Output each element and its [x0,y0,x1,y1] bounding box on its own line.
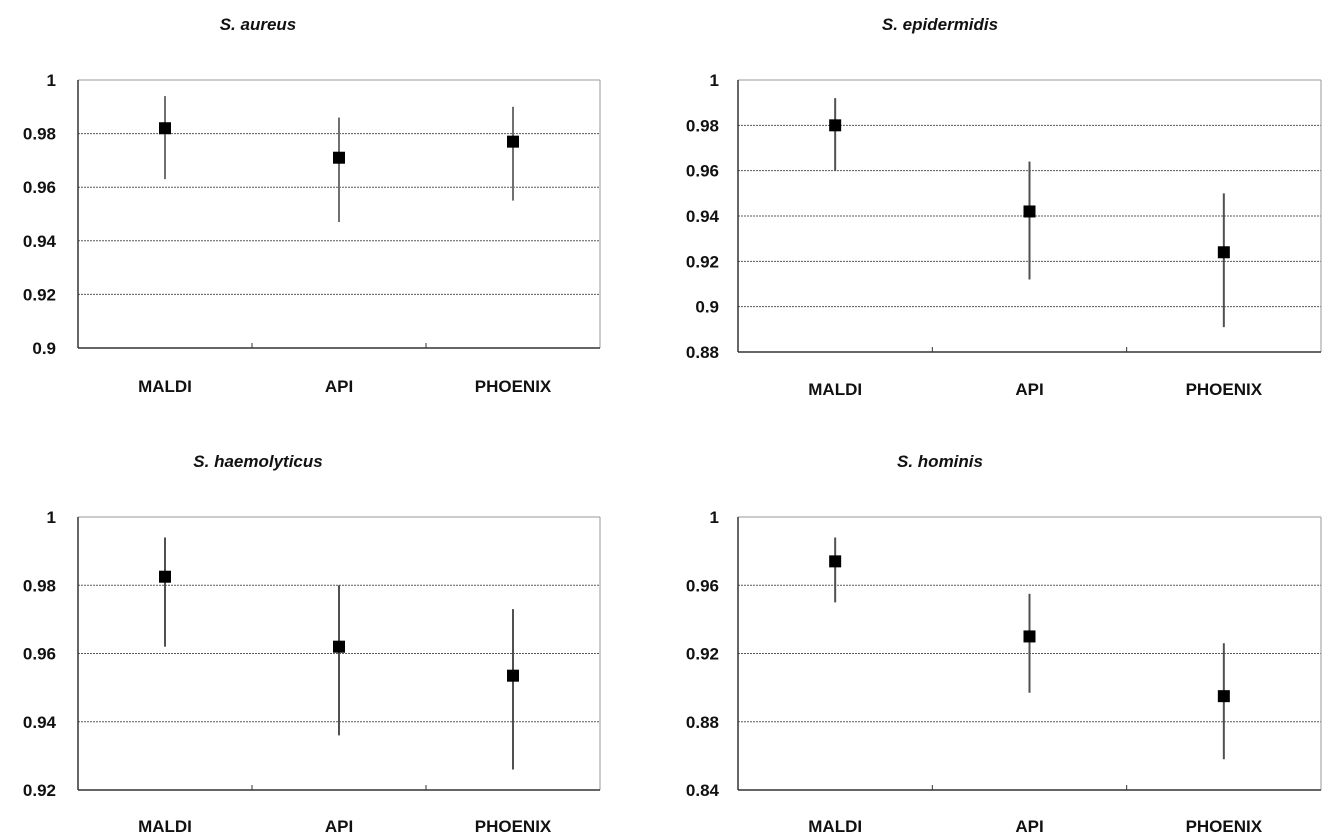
chart-panel-0: S. aureus 0.9 0.92 0.94 0.96 0.98 1 MALDI API PHO… [23,15,601,396]
y-tick-label: 0.9 [32,339,56,358]
x-tick-label: API [325,817,353,836]
x-tick-label: API [325,377,353,396]
data-point-marker [507,135,519,148]
chart-panel-1: S. epidermidis 0.88 0.9 0.92 0.94 0.96 0.98 1 MA… [686,15,1322,399]
panel-title: S. epidermidis [882,15,998,34]
y-tick-label: 0.96 [686,576,719,595]
x-tick-label: MALDI [138,817,192,836]
y-tick-label: 1 [47,508,56,527]
y-tick-label: 0.92 [23,781,56,800]
panel-title: S. haemolyticus [193,452,322,471]
data-point-marker [159,570,171,583]
x-tick-label: API [1015,817,1043,836]
x-tick-label: MALDI [138,377,192,396]
data-point-marker [1217,246,1230,259]
y-tick-label: 0.96 [23,645,56,664]
x-tick-label: PHOENIX [1186,817,1263,836]
y-tick-label: 0.92 [686,252,719,271]
data-point-marker [1217,690,1230,703]
panel-title: S. aureus [220,15,297,34]
x-tick-label: PHOENIX [1186,380,1263,399]
x-tick-label: PHOENIX [475,377,552,396]
data-point-marker [507,669,519,682]
chart-panel-2: S. haemolyticus 0.92 0.94 0.96 0.98 1 MALDI API… [23,452,601,836]
y-tick-label: 0.98 [686,116,719,135]
data-point-marker [1023,630,1036,643]
chart-panel-3: S. hominis 0.84 0.88 0.92 0.96 1 MALDI API PHOEN… [686,452,1322,836]
y-tick-label: 1 [710,71,719,90]
y-tick-label: 0.94 [23,232,57,251]
panel-title: S. hominis [897,452,983,471]
x-tick-label: MALDI [808,380,862,399]
data-point-marker [333,151,345,164]
y-tick-label: 0.96 [23,178,56,197]
y-tick-label: 0.98 [23,576,56,595]
y-tick-label: 0.94 [23,713,57,732]
y-tick-label: 0.9 [695,298,719,317]
y-tick-label: 0.92 [686,645,719,664]
data-point-marker [829,555,842,568]
x-tick-label: API [1015,380,1043,399]
y-tick-label: 0.88 [686,343,719,362]
x-tick-label: PHOENIX [475,817,552,836]
y-tick-label: 1 [710,508,719,527]
y-tick-label: 1 [47,71,56,90]
y-tick-label: 0.98 [23,125,56,144]
data-point-marker [159,122,171,135]
data-point-marker [1023,205,1036,218]
y-tick-label: 0.84 [686,781,720,800]
y-tick-label: 0.92 [23,285,56,304]
y-tick-label: 0.96 [686,162,719,181]
y-tick-label: 0.88 [686,713,719,732]
data-point-marker [333,640,345,653]
x-tick-label: MALDI [808,817,862,836]
data-point-marker [829,119,842,132]
y-tick-label: 0.94 [686,207,720,226]
